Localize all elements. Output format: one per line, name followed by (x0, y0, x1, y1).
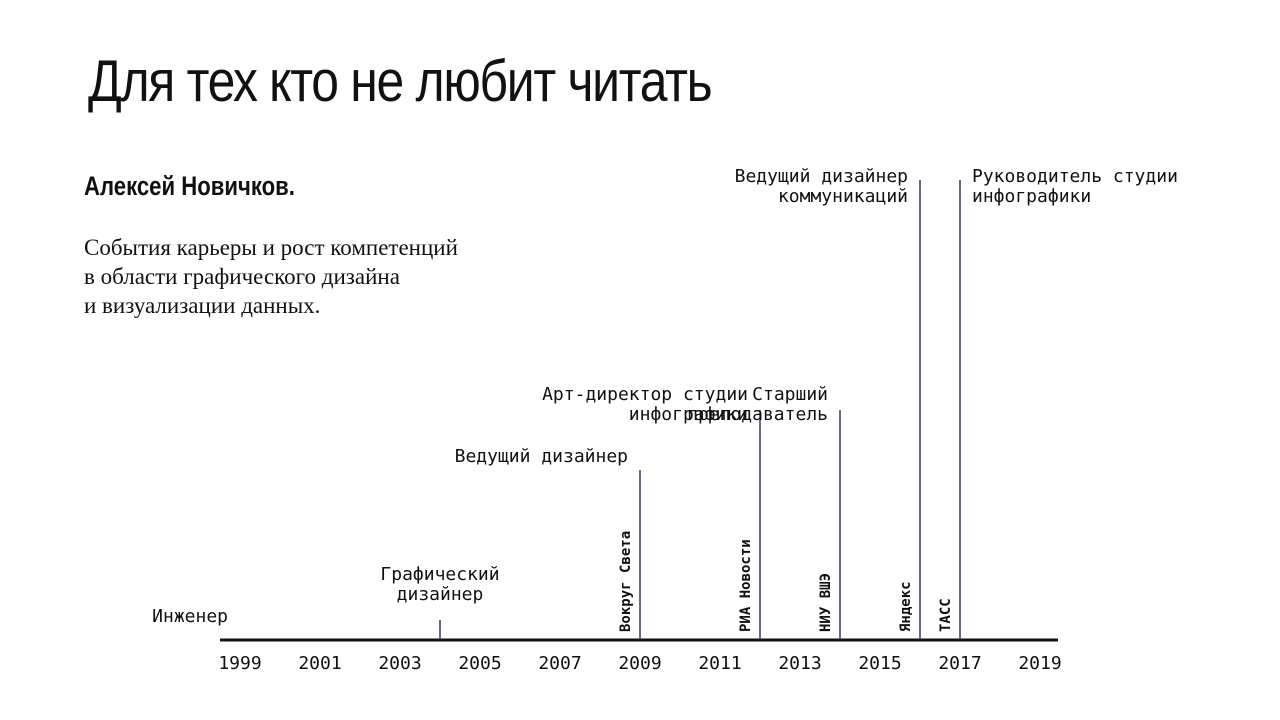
event-role-label: инфографики (972, 186, 1091, 207)
axis-tick-label: 2007 (538, 653, 581, 674)
author-name: Алексей Новичков. (84, 171, 295, 201)
event-role-label: Ведущий дизайнер (455, 446, 628, 467)
event-role-label: коммуникаций (778, 186, 908, 207)
slide-description: События карьеры и рост компетенций в обл… (84, 233, 458, 320)
event-role-label: Ведущий дизайнер (735, 166, 908, 187)
axis-tick-label: 1999 (218, 653, 261, 674)
description-line: и визуализации данных. (84, 293, 321, 318)
axis-tick-label: 2005 (458, 653, 501, 674)
event-role-label: Графический (380, 564, 499, 585)
event-role-label: инфографики (629, 404, 748, 425)
event-organization-label: Яндекс (898, 581, 914, 632)
axis-tick-label: 2003 (378, 653, 421, 674)
description-line: События карьеры и рост компетенций (84, 235, 458, 260)
event-organization-label: РИА Новости (738, 539, 754, 632)
event-role-label: Инженер (152, 606, 228, 627)
axis-tick-label: 2017 (938, 653, 981, 674)
event-role-label: Арт-директор студии (542, 384, 748, 405)
event-organization-label: Вокруг Света (618, 531, 634, 632)
event-organization-label: НИУ ВШЭ (818, 573, 834, 632)
event-role-label: преподаватель (687, 404, 828, 425)
description-line: в области графического дизайна (84, 264, 400, 289)
axis-tick-label: 2009 (618, 653, 661, 674)
axis-tick-label: 2015 (858, 653, 901, 674)
event-role-label: Старший (752, 384, 828, 405)
axis-tick-label: 2001 (298, 653, 341, 674)
event-organization-label: ТАСС (938, 598, 954, 632)
axis-tick-label: 2019 (1018, 653, 1061, 674)
event-role-label: Руководитель студии (972, 166, 1178, 187)
slide-title: Для тех кто не любит читать (88, 49, 713, 114)
event-role-label: дизайнер (397, 584, 484, 605)
axis-tick-label: 2013 (778, 653, 821, 674)
axis-tick-label: 2011 (698, 653, 741, 674)
